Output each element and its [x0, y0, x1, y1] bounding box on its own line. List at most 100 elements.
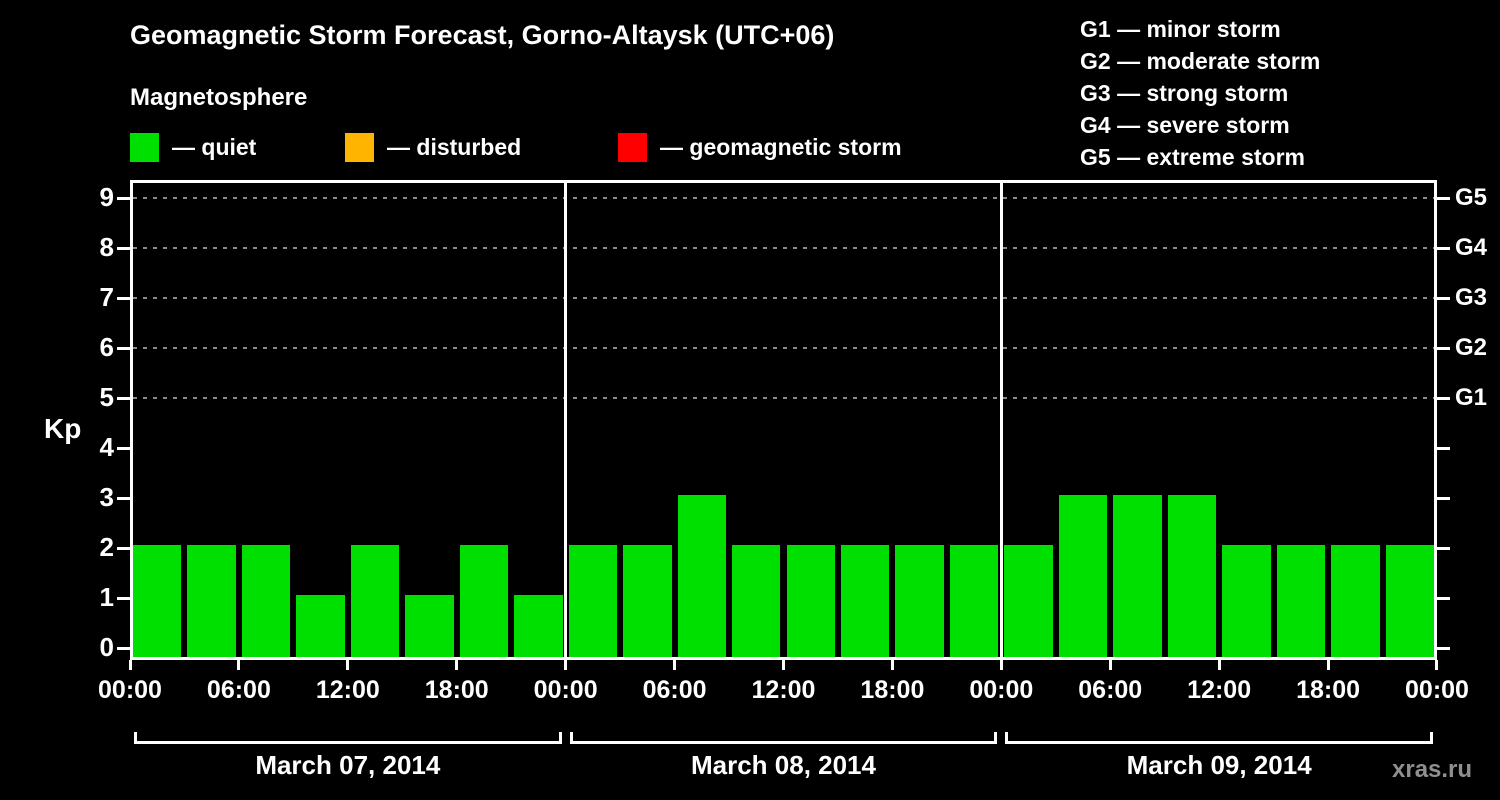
x-axis-tick [564, 660, 568, 670]
x-axis-tick [890, 660, 894, 670]
x-axis-tick-label: 00:00 [98, 676, 162, 704]
y-axis-tick [117, 296, 130, 300]
legend-label-quiet: — quiet [172, 133, 257, 160]
date-label: March 08, 2014 [690, 750, 876, 780]
kp-bar [1167, 495, 1217, 657]
x-axis-tick-label: 18:00 [860, 676, 925, 704]
storm-scale-item-g5: G5 — extreme storm [1080, 144, 1305, 170]
x-axis-tick [673, 660, 677, 670]
x-axis-tick [346, 660, 350, 670]
y-axis-tick [117, 396, 130, 400]
kp-bar [786, 545, 835, 657]
y-axis-tick-label: 8 [99, 232, 114, 262]
x-axis-tick-label: 06:00 [1078, 676, 1143, 704]
y-axis-title: Kp [44, 413, 82, 444]
g-scale-tick [1437, 446, 1450, 450]
y-axis-tick-label: 5 [99, 382, 114, 412]
x-axis-tick-label: 06:00 [206, 676, 271, 704]
y-axis-tick [117, 196, 130, 200]
kp-gridline [133, 197, 1434, 199]
g-scale-label: G2 [1455, 334, 1488, 361]
kp-bar [1276, 545, 1326, 657]
g-scale-tick [1437, 296, 1450, 300]
kp-bar [350, 545, 400, 657]
y-axis-tick-label: 0 [99, 632, 114, 662]
kp-bar [677, 495, 727, 657]
storm-scale-item-g2: G2 — moderate storm [1080, 48, 1321, 74]
x-axis-tick [455, 660, 459, 670]
kp-bar [1331, 545, 1380, 657]
y-axis-tick-label: 9 [99, 182, 114, 212]
y-axis-tick [117, 646, 130, 650]
x-axis-tick [1217, 660, 1221, 670]
plot-frame [130, 180, 1437, 660]
x-axis-tick [128, 660, 132, 670]
legend-item-storm: — geomagnetic storm [618, 131, 902, 163]
kp-bar [623, 545, 672, 657]
storm-scale-item-g4: G4 — severe storm [1080, 112, 1290, 138]
x-axis-tick-label: 00:00 [1405, 676, 1469, 704]
day-bracket [1005, 732, 1433, 744]
x-axis-tick-label: 12:00 [1187, 676, 1252, 704]
y-axis-tick-label: 4 [99, 432, 114, 462]
day-separator [564, 183, 568, 657]
g-scale-tick [1437, 496, 1450, 500]
g-scale-label: G4 [1455, 234, 1488, 261]
day-bracket [134, 732, 562, 744]
y-axis-tick-label: 7 [99, 282, 114, 312]
kp-bar [1058, 495, 1108, 657]
g-scale-tick [1437, 346, 1450, 350]
kp-bar [1222, 545, 1271, 657]
legend-item-quiet: — quiet [130, 131, 256, 163]
x-axis-tick-label: 12:00 [751, 676, 816, 704]
kp-bar [840, 545, 890, 657]
kp-gridline [133, 397, 1434, 399]
watermark: xras.ru [1392, 756, 1473, 783]
y-axis-tick [117, 446, 130, 450]
kp-bar [949, 545, 999, 657]
disturbed-color-swatch [345, 132, 374, 162]
g-scale-tick [1437, 646, 1450, 650]
x-axis-tick [782, 660, 785, 670]
chart-subtitle: Magnetosphere [130, 84, 308, 111]
kp-gridline [133, 347, 1434, 349]
kp-bar [459, 545, 509, 657]
x-axis-tick-label: 12:00 [315, 676, 380, 704]
kp-bar [514, 595, 563, 657]
kp-gridline [133, 297, 1434, 299]
storm-scale-item-g3: G3 — strong storm [1080, 80, 1289, 106]
x-axis-tick-label: 18:00 [1296, 676, 1361, 704]
date-label: March 07, 2014 [255, 750, 441, 780]
kp-bar [405, 595, 454, 657]
kp-gridline [133, 247, 1434, 249]
kp-bar [1385, 545, 1434, 657]
kp-bar [296, 595, 345, 657]
g-scale-tick [1437, 596, 1450, 600]
legend-item-disturbed: — disturbed [345, 131, 521, 163]
y-axis-tick-label: 6 [99, 332, 114, 362]
y-axis-tick [117, 496, 130, 500]
g-scale-label: G1 [1455, 384, 1488, 411]
legend-label-disturbed: — disturbed [387, 133, 522, 160]
g-scale-tick [1437, 396, 1450, 400]
y-axis-tick [117, 596, 130, 600]
g-scale-label: G5 [1455, 184, 1488, 211]
kp-bar [1004, 545, 1053, 657]
storm-scale-item-g1: G1 — minor storm [1080, 16, 1281, 42]
y-axis-tick-label: 2 [99, 532, 114, 562]
x-axis-tick-label: 00:00 [969, 676, 1034, 704]
kp-bar [1113, 495, 1162, 657]
storm-scale-legend: G1 — minor storm G2 — moderate storm G3 … [1080, 13, 1320, 173]
g-scale-label: G3 [1455, 284, 1488, 311]
x-axis-tick-label: 06:00 [642, 676, 707, 704]
x-axis-tick-label: 00:00 [533, 676, 598, 704]
kp-bar [568, 545, 618, 657]
x-axis-tick [1326, 660, 1330, 670]
chart-title: Geomagnetic Storm Forecast, Gorno-Altays… [130, 20, 835, 50]
quiet-color-swatch [130, 132, 159, 162]
storm-color-swatch [618, 132, 647, 162]
g-scale-tick [1437, 196, 1450, 200]
y-axis-tick [117, 246, 130, 250]
date-label: March 09, 2014 [1126, 750, 1312, 780]
